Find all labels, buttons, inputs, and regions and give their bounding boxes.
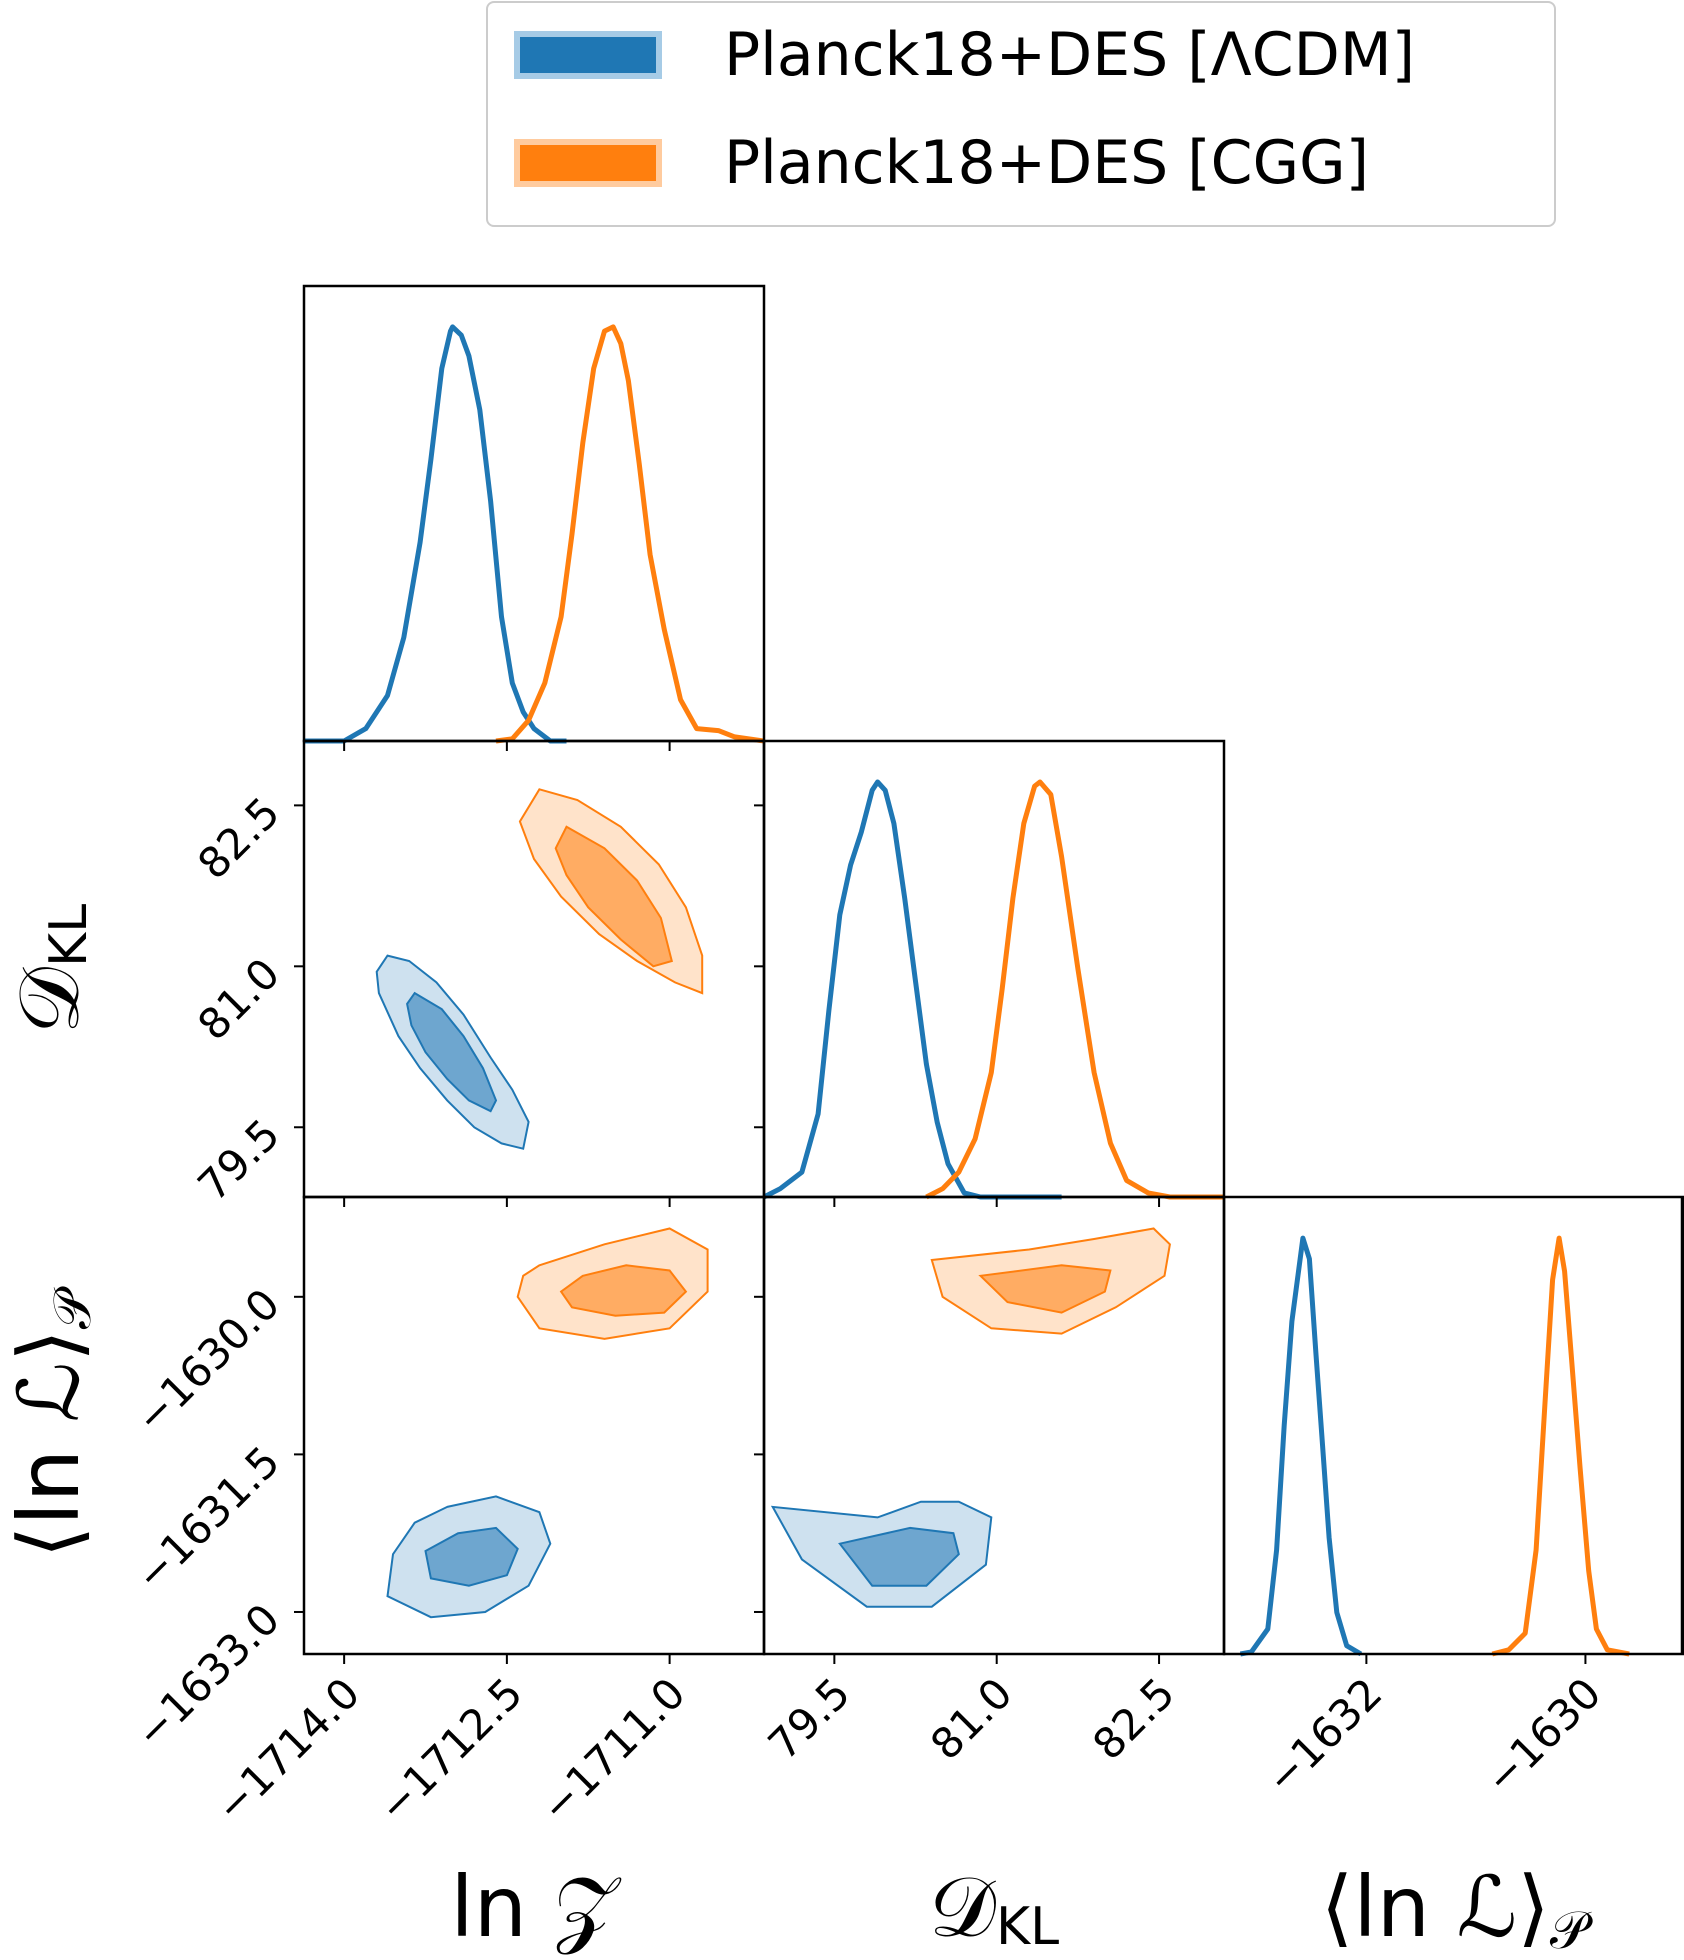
marginal-lnZ-lcdm [304,324,567,744]
x-tick-label: −1711.0 [531,1668,694,1831]
x-tick-label: −1712.5 [368,1668,531,1831]
panel-frame-2-2 [1222,1195,1684,1656]
y-tick-label: 82.5 [188,788,289,889]
y-axis-label-lnL: ⟨ln ℒ⟩𝒫 [0,1286,103,1558]
panel-frame-0-0 [302,284,766,743]
x-tick-label: 79.5 [759,1668,860,1769]
x-tick-label: −1714.0 [206,1668,369,1831]
x-tick-label: −1632 [1256,1668,1391,1803]
contour-lnZ_DKL-lcdm-inner [406,991,498,1113]
marginal-DKL-lcdm [762,779,1062,1200]
legend: Planck18+DES [ΛCDM] Planck18+DES [CGG] [486,1,1556,227]
marginal-lnZ-cgg [495,324,765,744]
contour-DKL_lnL-cgg-inner [978,1264,1112,1314]
x-axis-label-lnL-sub: 𝒫 [1550,1901,1593,1960]
y-axis-label-DKL: 𝒟KL [0,904,99,1034]
legend-label-cgg: Planck18+DES [CGG] [724,128,1369,198]
x-axis-label-lnL: ⟨ln ℒ⟩𝒫 [1321,1858,1593,1960]
y-axis-label-lnL-sub: 𝒫 [43,1286,103,1329]
x-axis-label-lnZ: ln 𝒵 [450,1858,621,1956]
marginal-DKL-cgg [925,779,1224,1200]
marginal-lnL-lcdm [1239,1235,1363,1657]
y-axis-label-DKL-sub: KL [39,904,99,967]
legend-swatch-cgg [514,139,662,187]
legend-entry-cgg: Planck18+DES [CGG] [514,128,1369,198]
x-tick-label: −1630 [1475,1668,1610,1803]
marginal-lnL-cgg [1491,1235,1630,1657]
contour-lnZ_lnL-lcdm-inner [424,1526,519,1587]
x-tick-label: 82.5 [1083,1668,1184,1769]
y-tick-label: 79.5 [188,1110,289,1211]
contour-lnZ_DKL-cgg-inner [554,825,674,968]
legend-swatch-lcdm [514,31,662,79]
x-tick-label: 81.0 [921,1668,1022,1769]
y-tick-label: −1630.0 [126,1279,289,1442]
y-tick-label: −1633.0 [126,1594,289,1757]
legend-entry-lcdm: Planck18+DES [ΛCDM] [514,20,1415,90]
x-axis-label-DKL: 𝒟KL [929,1858,1059,1957]
x-axis-label-DKL-sub: KL [996,1897,1059,1957]
contour-lnZ_lnL-cgg-inner [559,1264,688,1317]
legend-label-lcdm: Planck18+DES [ΛCDM] [724,20,1415,90]
y-tick-label: −1631.5 [126,1437,289,1600]
y-tick-label: 81.0 [188,949,289,1050]
contour-DKL_lnL-lcdm-inner [838,1526,960,1587]
